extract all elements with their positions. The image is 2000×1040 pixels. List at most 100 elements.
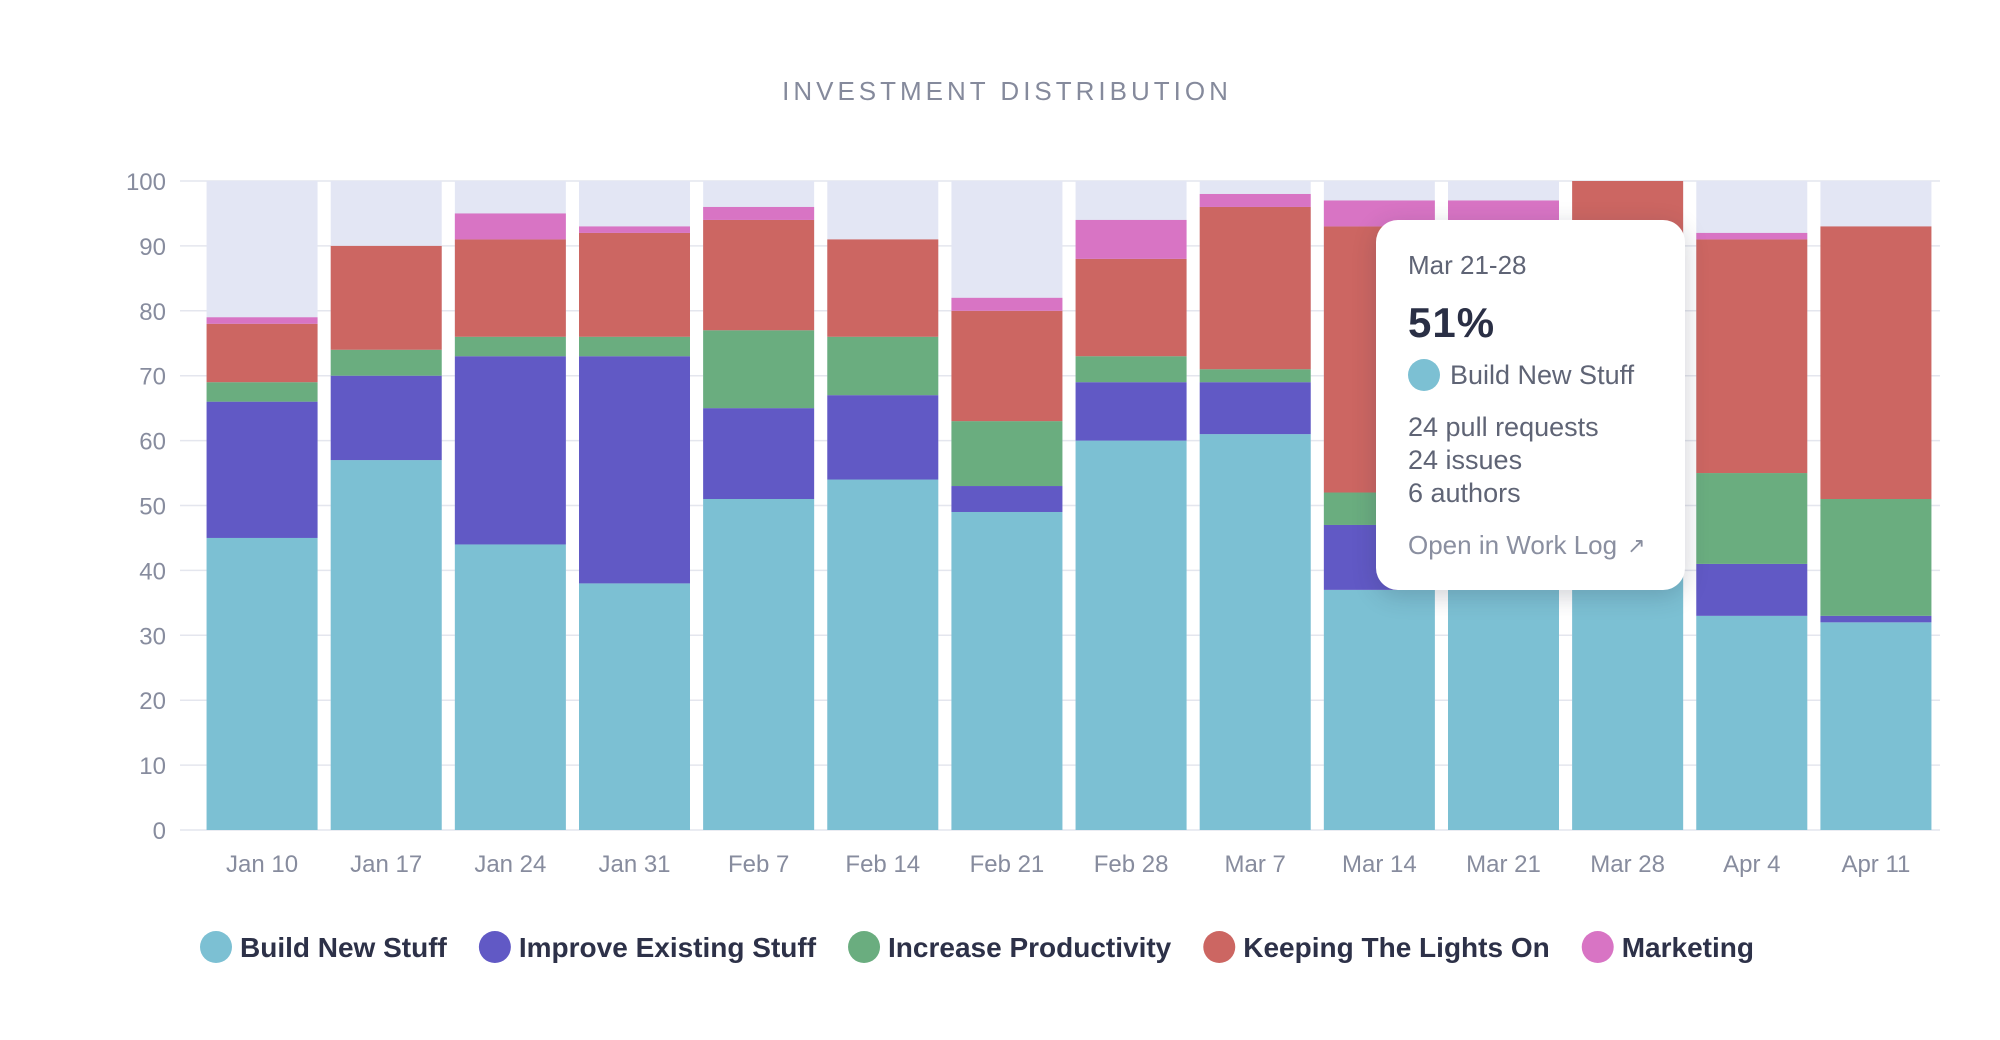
legend: Build New Stuff Improve Existing Stuff Inc… <box>200 931 1754 963</box>
legend-marker <box>1203 931 1236 963</box>
legend-marker <box>200 931 232 963</box>
bar-segment <box>579 583 690 830</box>
legend-marker <box>478 931 511 963</box>
tooltip-percent: 51% <box>1408 299 1496 346</box>
bar-segment <box>454 239 566 337</box>
bar-segment <box>1323 589 1435 830</box>
bar-segment <box>827 336 939 396</box>
bar-segment <box>206 401 318 538</box>
legend-label: Increase Productivity <box>888 932 1172 963</box>
bar-segment <box>330 349 442 376</box>
bar-segment <box>1820 499 1932 616</box>
y-tick-label: 0 <box>153 818 166 845</box>
tooltip-date-range: Mar 21-28 <box>1408 250 1527 280</box>
bar-segment <box>206 382 318 402</box>
x-tick-label: Apr 4 <box>1723 851 1780 878</box>
legend-marker <box>1581 931 1614 963</box>
legend-label: Keeping The Lights On <box>1243 932 1549 963</box>
bar-segment <box>1696 615 1808 830</box>
tooltip-category: Build New Stuff <box>1408 359 1653 391</box>
bar-segment <box>951 297 1063 311</box>
bar-segment <box>206 537 318 830</box>
y-tick-label: 60 <box>139 429 166 456</box>
bar-segment <box>703 408 815 500</box>
y-tick-label: 40 <box>139 558 166 585</box>
bar-segment <box>579 336 690 357</box>
bar-segment <box>1199 206 1311 370</box>
y-tick-label: 50 <box>139 494 166 521</box>
bar-segment <box>703 206 815 220</box>
bar-segment <box>703 330 815 409</box>
bar-segment <box>1696 563 1808 616</box>
open-in-work-log-label: Open in Work Log <box>1408 530 1618 560</box>
bar-segment <box>1199 382 1311 435</box>
bar-segment <box>703 219 815 331</box>
bar-segment <box>1199 193 1311 207</box>
bar-segment <box>1075 382 1187 441</box>
tooltip-category-label: Build New Stuff <box>1450 359 1635 390</box>
y-axis-ticks: 0 10 20 30 40 50 60 70 80 90 100 <box>126 169 166 845</box>
x-tick-label: Jan 24 <box>474 851 546 878</box>
chart-title: INVESTMENT DISTRIBUTION <box>782 76 1232 106</box>
bar-segment <box>579 356 690 584</box>
x-tick-label: Feb 28 <box>1094 851 1169 878</box>
bar-segment <box>951 310 1063 422</box>
x-tick-label: Feb 21 <box>970 851 1045 878</box>
tooltip-category-dot-icon <box>1408 359 1440 391</box>
y-tick-label: 10 <box>139 753 166 780</box>
y-tick-label: 70 <box>139 364 166 391</box>
bar-segment <box>827 239 939 337</box>
x-tick-label: Apr 11 <box>1841 851 1910 878</box>
bar-segment <box>1199 434 1311 830</box>
bar-segment <box>330 460 442 830</box>
bar-segment <box>951 486 1063 512</box>
x-tick-label: Jan 31 <box>598 851 670 878</box>
open-in-work-log-link[interactable]: Open in Work Log ↗ <box>1408 530 1653 561</box>
bar-segment <box>454 356 566 545</box>
bar-segment <box>330 245 442 350</box>
legend-label: Improve Existing Stuff <box>519 932 817 963</box>
bar-segment <box>1075 440 1187 830</box>
bar-segment <box>1820 226 1932 500</box>
x-tick-label: Mar 21 <box>1466 851 1541 878</box>
bar-segment <box>454 213 566 240</box>
y-tick-label: 90 <box>139 234 166 261</box>
x-tick-label: Mar 28 <box>1590 851 1665 878</box>
x-tick-label: Jan 10 <box>226 851 298 878</box>
bar-segment <box>951 511 1063 830</box>
x-tick-label: Jan 17 <box>350 851 422 878</box>
external-arrow-icon: ↗ <box>1627 532 1646 558</box>
bar-segment <box>827 479 939 830</box>
bar-segment <box>1199 369 1311 383</box>
bar-segment <box>1696 232 1808 240</box>
bar-segment <box>454 544 566 830</box>
bar-segment <box>579 232 690 337</box>
bar-segment <box>951 421 1063 487</box>
bar-segment <box>206 323 318 383</box>
y-tick-label: 30 <box>139 623 166 650</box>
bar-segment <box>1696 473 1808 564</box>
bar-segment <box>454 336 566 357</box>
y-tick-label: 80 <box>139 299 166 326</box>
bar-segment <box>1820 622 1932 830</box>
bar-segment <box>330 375 442 461</box>
x-tick-label: Mar 14 <box>1342 851 1417 878</box>
bar-tooltip: Mar 21-28 51% Build New Stuff 24 pull re… <box>1376 220 1685 590</box>
legend-label: Build New Stuff <box>240 932 448 963</box>
legend-marker <box>848 931 881 963</box>
bar-segment <box>1696 239 1808 474</box>
bar-segment <box>827 395 939 480</box>
legend-label: Marketing <box>1622 932 1754 963</box>
x-tick-label: Feb 7 <box>728 851 789 878</box>
x-tick-label: Mar 7 <box>1225 851 1286 878</box>
bar-segment <box>1075 219 1187 259</box>
bar-segment <box>206 317 318 324</box>
y-tick-label: 20 <box>139 688 166 715</box>
x-tick-label: Feb 14 <box>845 851 920 878</box>
x-axis-ticks: Jan 10 Jan 17 Jan 24 Jan 31 Feb 7 Feb 14 Feb 2… <box>226 851 1910 878</box>
bar-segment <box>703 499 815 830</box>
tooltip-pull-requests: 24 pull requests <box>1408 412 1599 442</box>
y-tick-label: 100 <box>126 169 166 196</box>
bar-segment <box>1075 258 1187 357</box>
